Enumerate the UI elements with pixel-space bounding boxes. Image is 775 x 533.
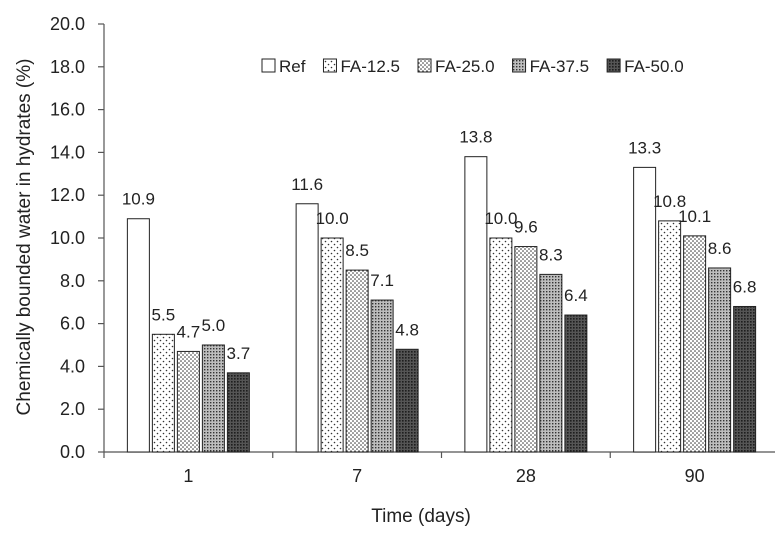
data-label: 7.1 [370,271,394,290]
data-label: 5.0 [202,316,226,335]
data-label: 6.4 [564,286,588,305]
bar-fa-50-0-day-90 [733,305,757,453]
bars [126,156,757,453]
data-label: 10.9 [122,190,155,209]
bar-ref-day-28 [464,156,488,453]
y-tick-label: 8.0 [60,271,85,291]
legend-swatch [417,58,432,73]
y-tick-label: 20.0 [50,14,85,34]
y-tick-label: 18.0 [50,57,85,77]
bar-ref-day-90 [633,166,657,453]
data-label: 10.1 [678,207,711,226]
data-label: 10.0 [484,209,517,228]
y-tick-label: 6.0 [60,314,85,334]
bar-fa-50-0-day-1 [226,372,250,453]
data-label: 5.5 [152,305,176,324]
bar-fa-12-5-day-90 [658,220,682,453]
data-label: 9.6 [514,218,538,237]
legend-swatch [606,58,621,73]
data-label: 6.8 [733,277,757,296]
data-label: 4.7 [177,322,201,341]
data-label: 8.3 [539,245,563,264]
legend-label: FA-12.5 [340,57,400,76]
y-tick-label: 4.0 [60,356,85,376]
bar-fa-25-0-day-90 [683,235,707,453]
x-axis: 1 7 28 90 [103,451,775,486]
data-label: 13.3 [628,138,661,157]
legend-swatch [322,58,337,73]
bar-fa-12-5-day-7 [320,237,344,453]
data-labels: 10.9 5.54.7 5.03.7 11.6 10.0 8.57.1 4.8 13.8 10.… [122,128,757,363]
bar-fa-25-0-day-1 [176,350,200,453]
y-tick-label: 16.0 [50,100,85,120]
bar-fa-12-5-day-1 [151,333,175,453]
bar-fa-50-0-day-7 [395,348,419,453]
data-label: 3.7 [227,344,251,363]
bar-fa-37-5-day-7 [370,299,394,453]
bar-fa-37-5-day-28 [539,273,563,453]
data-label: 4.8 [395,320,419,339]
legend-label: FA-37.5 [530,57,590,76]
bar-fa-25-0-day-7 [345,269,369,453]
y-tick-label: 12.0 [50,185,85,205]
y-axis-title: Chemically bounded water in hydrates (%) [14,59,35,416]
y-tick-label: 10.0 [50,228,85,248]
bar-fa-25-0-day-28 [514,246,538,453]
bar-ref-day-7 [295,203,319,453]
legend-label: FA-50.0 [624,57,684,76]
y-tick-label: 14.0 [50,142,85,162]
legend-label: Ref [279,57,306,76]
y-axis: 0.0 2.0 4.0 6.0 8.0 10.0 12.0 14.0 16.0 18.0 20.0 [50,14,105,462]
bar-fa-37-5-day-1 [201,344,225,453]
data-label: 13.8 [459,128,492,147]
legend-swatch [261,58,276,73]
data-label: 11.6 [291,175,323,194]
bar-fa-50-0-day-28 [564,314,588,453]
x-axis-title: Time (days) [371,506,471,527]
data-label: 8.6 [708,239,732,258]
bar-ref-day-1 [126,218,150,453]
data-label: 10.8 [653,192,686,211]
legend-label: FA-25.0 [435,57,495,76]
bar-fa-12-5-day-28 [489,237,513,453]
legend: Ref FA-12.5 FA-25.0 FA-37.5 FA-50.0 [261,57,684,76]
x-tick-label: 90 [685,466,705,486]
data-label: 8.5 [345,241,369,260]
x-tick-label: 1 [183,466,193,486]
data-label: 10.0 [316,209,349,228]
x-tick-label: 28 [516,466,536,486]
legend-swatch [512,58,527,73]
bar-fa-37-5-day-90 [708,267,732,453]
x-tick-label: 7 [352,466,362,486]
y-tick-label: 0.0 [60,442,85,462]
y-tick-label: 2.0 [60,399,85,419]
